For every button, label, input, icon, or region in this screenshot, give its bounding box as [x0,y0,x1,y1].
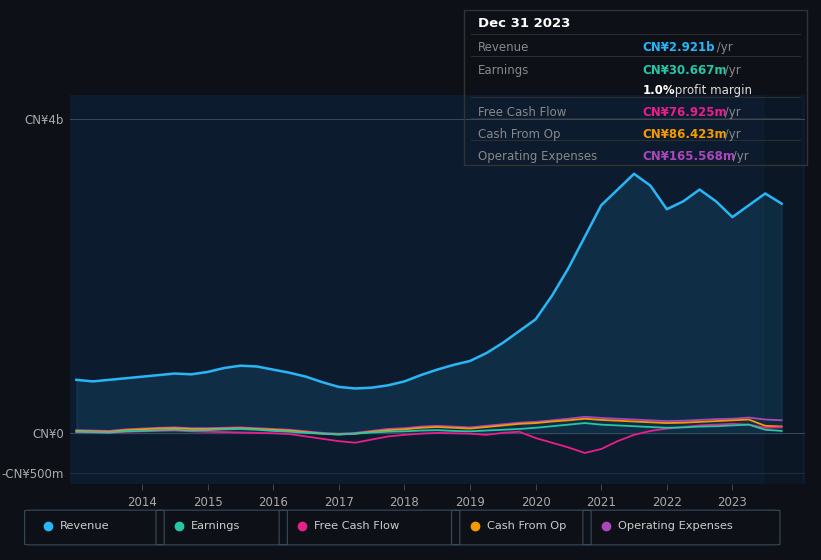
Text: Operating Expenses: Operating Expenses [478,150,597,162]
Text: Earnings: Earnings [191,521,241,531]
Text: CN¥86.423m: CN¥86.423m [642,128,727,141]
Text: Free Cash Flow: Free Cash Flow [314,521,400,531]
Text: Cash From Op: Cash From Op [478,128,560,141]
Text: /yr: /yr [729,150,749,162]
Text: Free Cash Flow: Free Cash Flow [478,106,566,119]
Text: CN¥2.921b: CN¥2.921b [642,41,715,54]
Text: CN¥165.568m: CN¥165.568m [642,150,736,162]
Text: Revenue: Revenue [60,521,109,531]
Text: Dec 31 2023: Dec 31 2023 [478,17,570,30]
Text: Cash From Op: Cash From Op [487,521,566,531]
Text: Earnings: Earnings [478,64,529,77]
Text: profit margin: profit margin [672,84,753,97]
Bar [765,95,801,484]
Text: CN¥76.925m: CN¥76.925m [642,106,727,119]
Text: /yr: /yr [721,64,741,77]
Text: Operating Expenses: Operating Expenses [618,521,733,531]
Text: CN¥30.667m: CN¥30.667m [642,64,727,77]
Text: /yr: /yr [721,106,741,119]
Text: /yr: /yr [713,41,733,54]
Text: Revenue: Revenue [478,41,529,54]
Text: 1.0%: 1.0% [642,84,675,97]
Text: /yr: /yr [721,128,741,141]
